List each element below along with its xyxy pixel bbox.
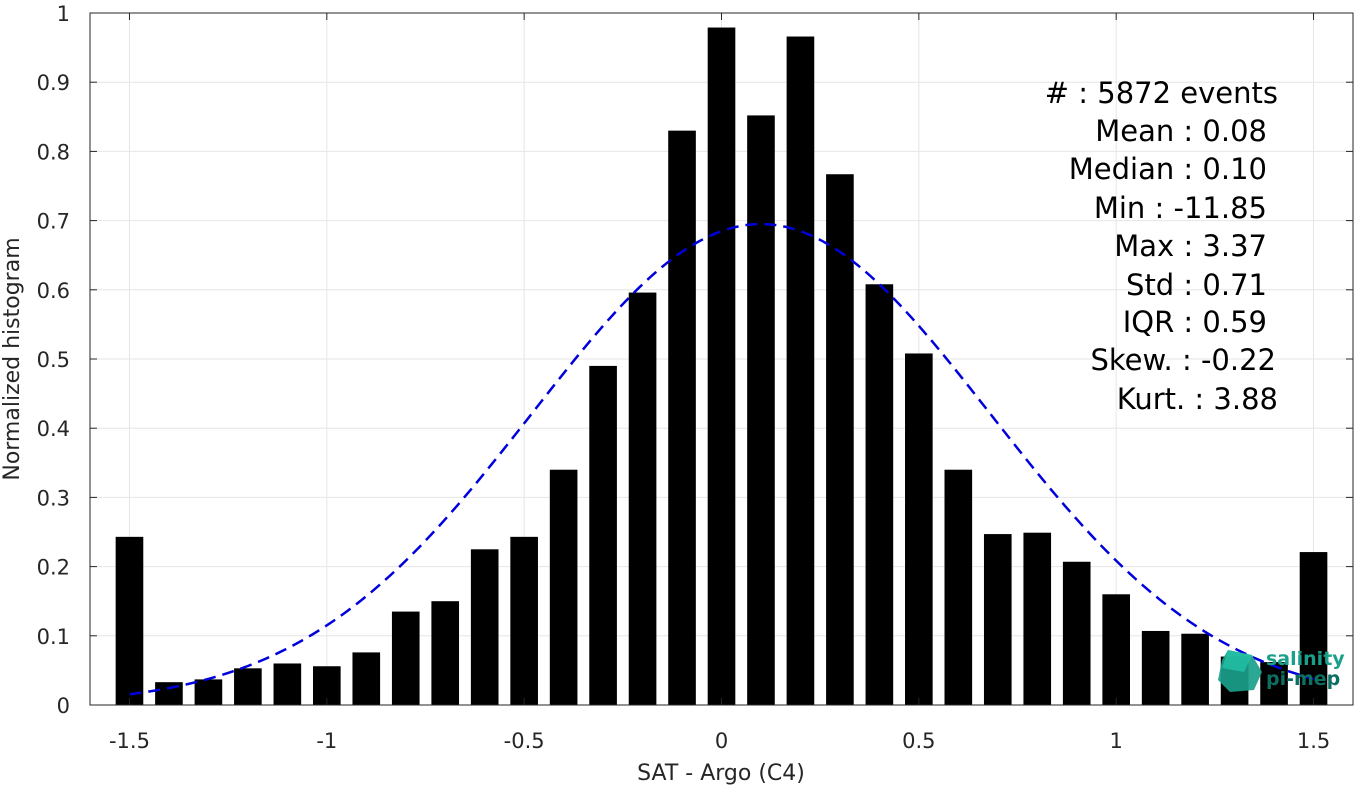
- logo-text-salinity: salinity: [1266, 648, 1345, 670]
- histogram-bar: [1181, 633, 1209, 705]
- y-tick-label: 0.2: [37, 556, 70, 580]
- x-tick-label: 0: [715, 729, 728, 753]
- stats-median: Median : 0.10: [1069, 152, 1267, 186]
- stats-mean: Mean : 0.08: [1095, 114, 1267, 148]
- histogram-bar: [628, 292, 657, 705]
- y-tick-label: 1: [57, 2, 70, 26]
- statistics-annotation: # : 5872 events Mean : 0.08 Median : 0.1…: [1045, 76, 1278, 416]
- x-tick-label: 1.5: [1297, 729, 1330, 753]
- y-tick-label: 0.8: [37, 140, 70, 164]
- histogram-bar: [786, 36, 815, 705]
- y-tick-labels: 0 0.1 0.2 0.3 0.4 0.5 0.6 0.7 0.8 0.9 1: [37, 2, 70, 718]
- x-tick-label: 1: [1110, 729, 1123, 753]
- histogram-bar: [983, 534, 1012, 705]
- y-tick-label: 0.5: [37, 348, 70, 372]
- y-tick-label: 0.9: [37, 71, 70, 95]
- x-axis-label: SAT - Argo (C4): [637, 761, 805, 786]
- histogram-bar: [1102, 594, 1131, 705]
- histogram-bar: [1299, 552, 1328, 705]
- histogram-bar: [589, 365, 617, 705]
- stats-count: # : 5872 events: [1045, 76, 1278, 110]
- histogram-bar: [273, 663, 302, 705]
- histogram-bars: [115, 27, 1328, 706]
- histogram-bar: [826, 174, 854, 706]
- logo-text-pimep: pi-mep: [1266, 668, 1340, 690]
- histogram-bar: [747, 115, 775, 705]
- stats-std: Std : 0.71: [1126, 268, 1267, 302]
- histogram-bar: [1023, 532, 1052, 705]
- histogram-bar: [668, 130, 696, 705]
- histogram-bar: [1260, 662, 1288, 705]
- histogram-bar: [549, 469, 578, 705]
- x-tick-labels: -1.5 -1 -0.5 0 0.5 1 1.5: [109, 729, 1330, 753]
- y-tick-label: 0: [57, 694, 70, 718]
- stats-skewness: Skew. : -0.22: [1090, 343, 1276, 377]
- gaussian-fit-curve: [129, 222, 1314, 696]
- histogram-bar: [431, 601, 460, 705]
- y-tick-label: 0.4: [37, 417, 70, 441]
- y-tick-label: 0.6: [37, 279, 70, 303]
- histogram-bar: [391, 611, 420, 705]
- logo-cube-shade: [1222, 650, 1252, 672]
- y-tick-label: 0.1: [37, 625, 70, 649]
- x-tick-label: -1: [316, 729, 337, 753]
- stats-iqr: IQR : 0.59: [1123, 305, 1267, 339]
- y-tick-label: 0.7: [37, 210, 70, 234]
- axis-ticks: [90, 12, 1353, 706]
- histogram-bar: [510, 536, 538, 705]
- x-tick-label: -1.5: [109, 729, 150, 753]
- y-axis-label: Normalized histogram: [0, 237, 25, 480]
- histogram-bar: [944, 469, 973, 705]
- salinity-pimep-logo: salinity pi-mep: [1218, 648, 1345, 692]
- stats-kurtosis: Kurt. : 3.88: [1117, 382, 1278, 416]
- histogram-bar: [905, 353, 933, 705]
- stats-max: Max : 3.37: [1114, 229, 1267, 263]
- histogram-bar: [115, 536, 144, 705]
- y-tick-label: 0.3: [37, 486, 70, 510]
- x-tick-label: -0.5: [504, 729, 545, 753]
- histogram-bar: [234, 668, 262, 705]
- histogram-bar: [194, 679, 223, 705]
- stats-min: Min : -11.85: [1094, 191, 1267, 225]
- histogram-bar: [707, 27, 736, 706]
- histogram-bar: [470, 549, 499, 705]
- histogram-bar: [865, 284, 894, 705]
- x-tick-label: 0.5: [902, 729, 935, 753]
- histogram-bar: [1141, 630, 1170, 705]
- histogram-bar: [352, 652, 381, 705]
- histogram-bar: [1062, 561, 1091, 705]
